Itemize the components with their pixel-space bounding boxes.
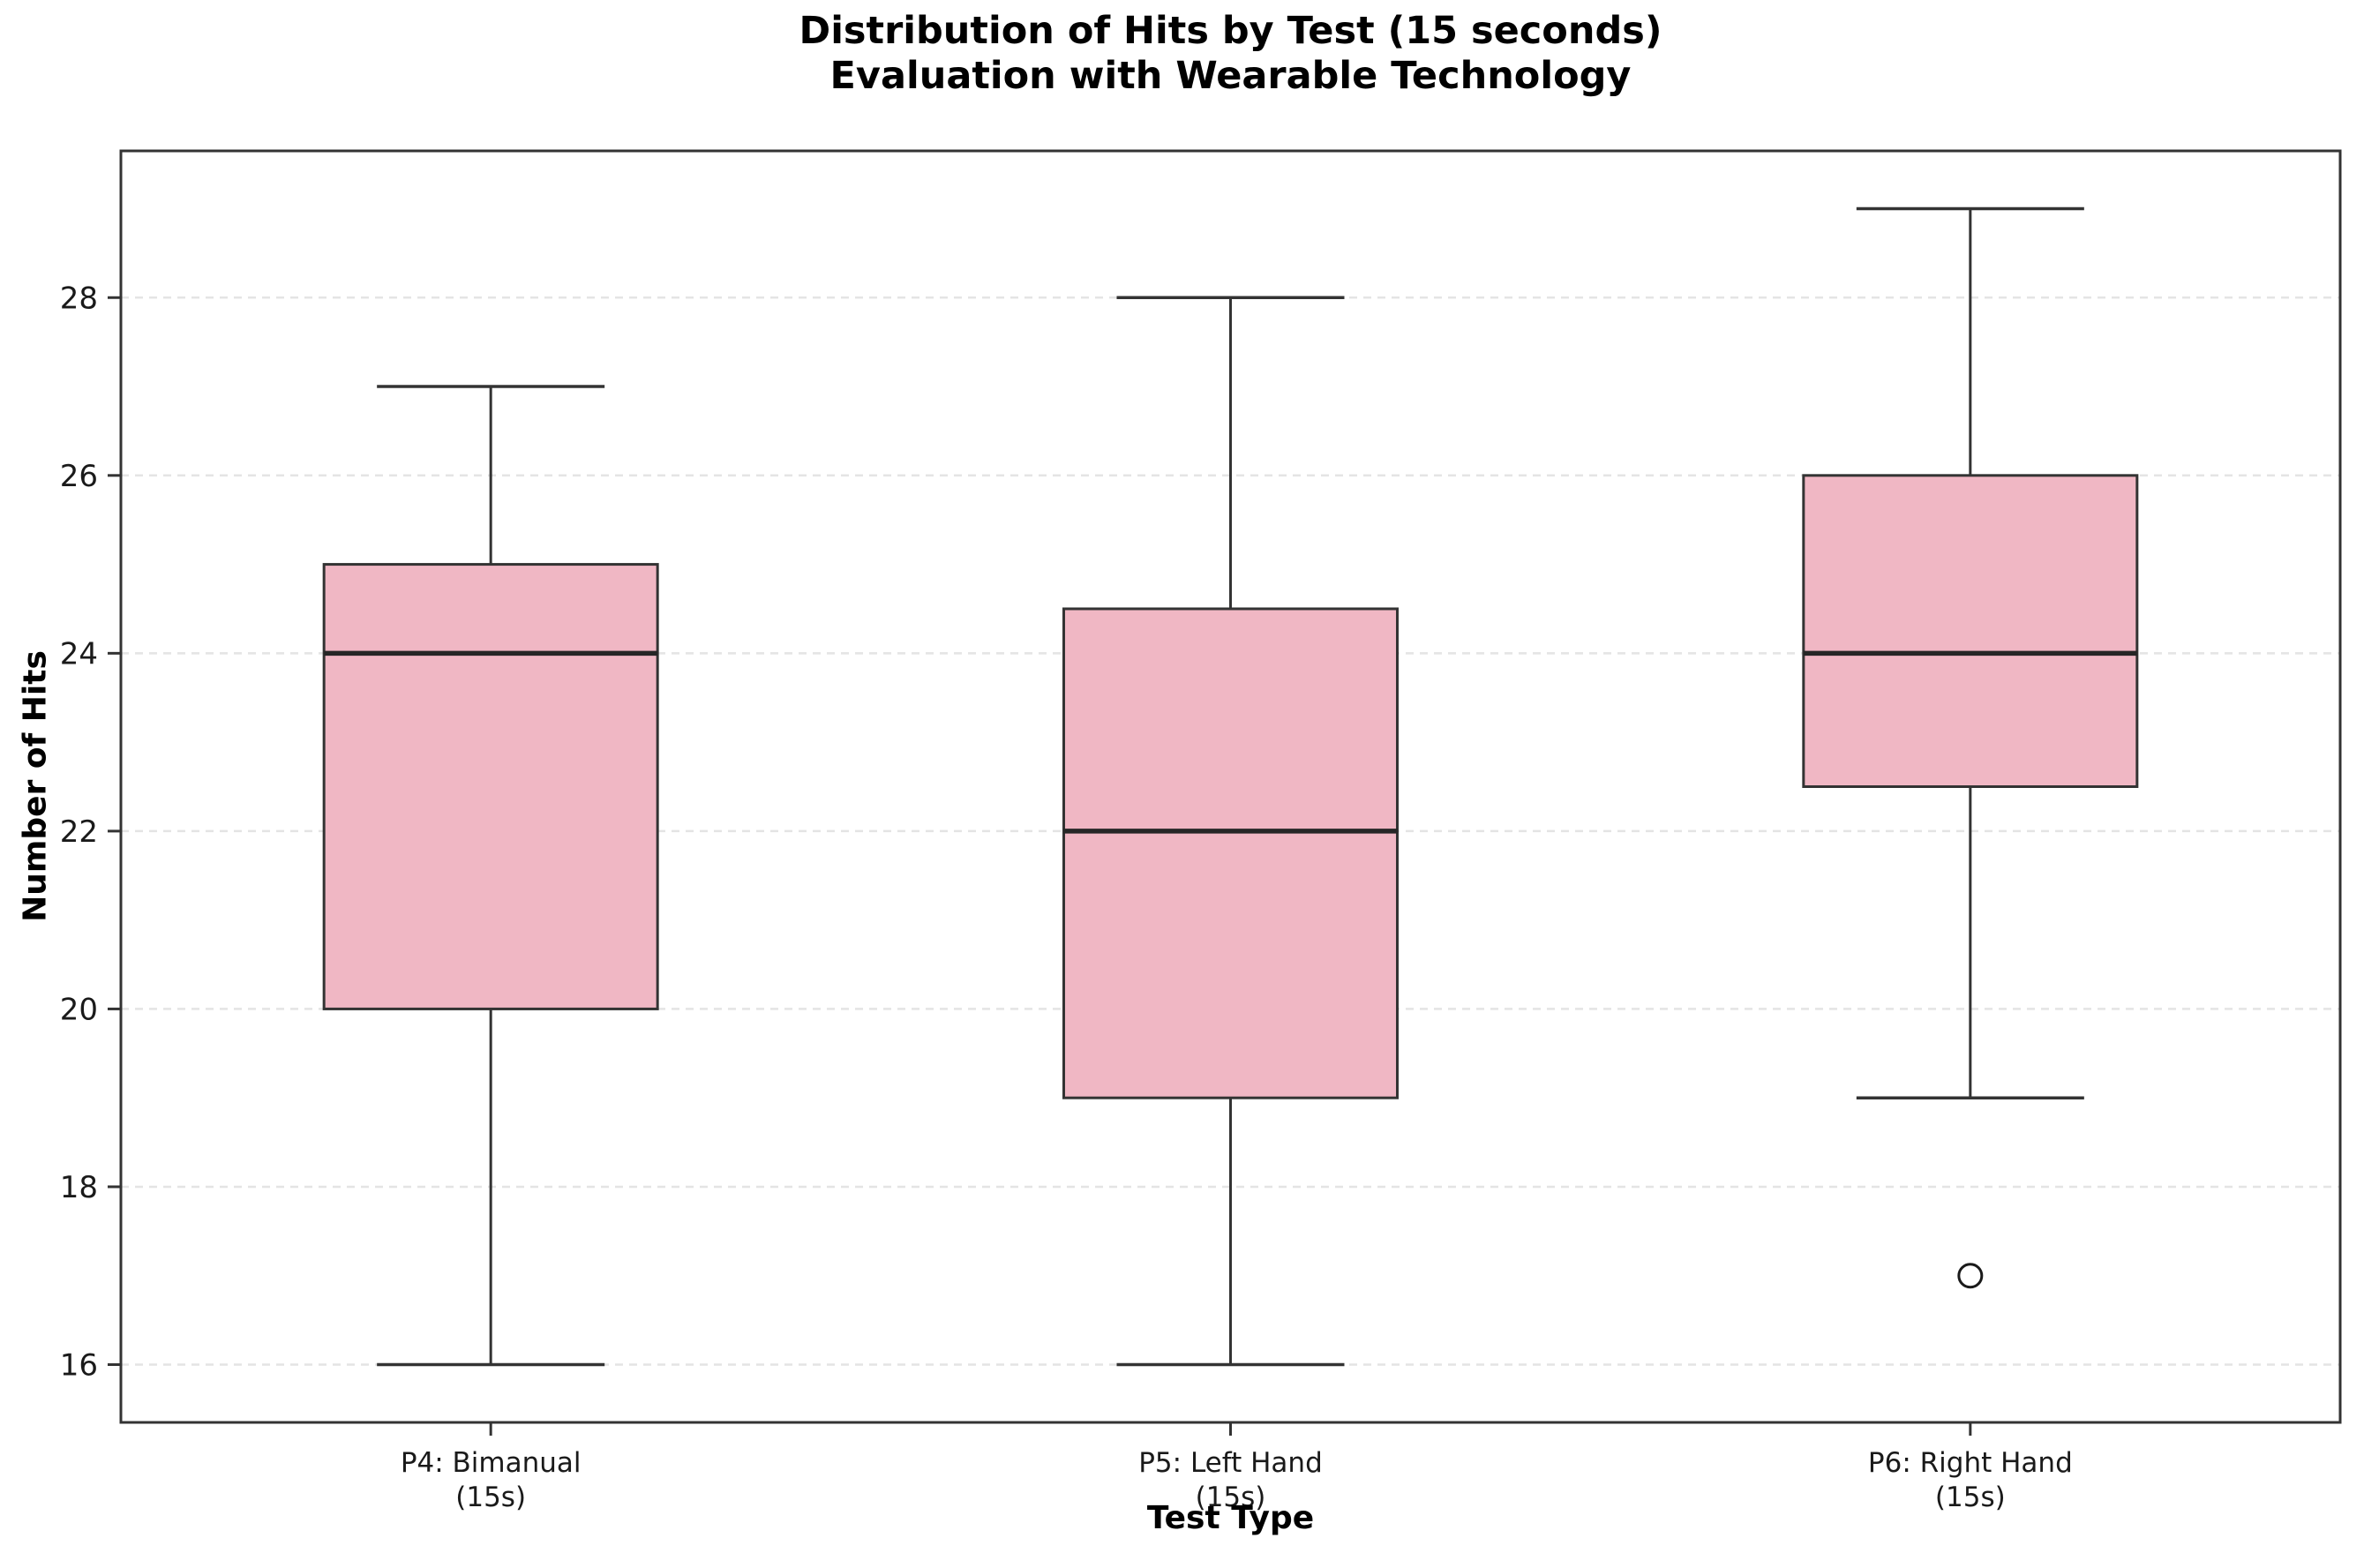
x-tick-label-1-line-1: P4: Bimanual — [401, 1447, 582, 1479]
chart-title: Distribution of Hits by Test (15 seconds… — [799, 9, 1662, 53]
box-3 — [1802, 474, 2139, 788]
x-tick-label-2-line-1: P5: Left Hand — [1138, 1447, 1323, 1479]
box-2 — [1062, 607, 1399, 1099]
chart-subtitle: Evaluation with Wearable Technology — [829, 53, 1632, 98]
y-tick-label-24: 24 — [60, 636, 98, 671]
outlier-point-3 — [1957, 1263, 1984, 1289]
y-tick-label-16: 16 — [60, 1348, 98, 1384]
x-tick-label-3-line-2: (15s) — [1935, 1482, 2006, 1513]
x-tick-label-1-line-2: (15s) — [455, 1482, 526, 1513]
y-tick-label-28: 28 — [60, 281, 98, 316]
y-tick-label-20: 20 — [60, 992, 98, 1027]
chart-title-block: Distribution of Hits by Test (15 seconds… — [121, 9, 2340, 98]
y-tick-label-18: 18 — [60, 1170, 98, 1205]
y-tick-label-22: 22 — [60, 814, 98, 850]
box-1 — [322, 563, 659, 1010]
x-axis-title: Test Type — [1146, 1500, 1315, 1536]
x-tick-label-3-line-1: P6: Right Hand — [1868, 1447, 2073, 1479]
y-tick-label-26: 26 — [60, 459, 98, 494]
x-tick-label-2-line-2: (15s) — [1196, 1482, 1266, 1513]
